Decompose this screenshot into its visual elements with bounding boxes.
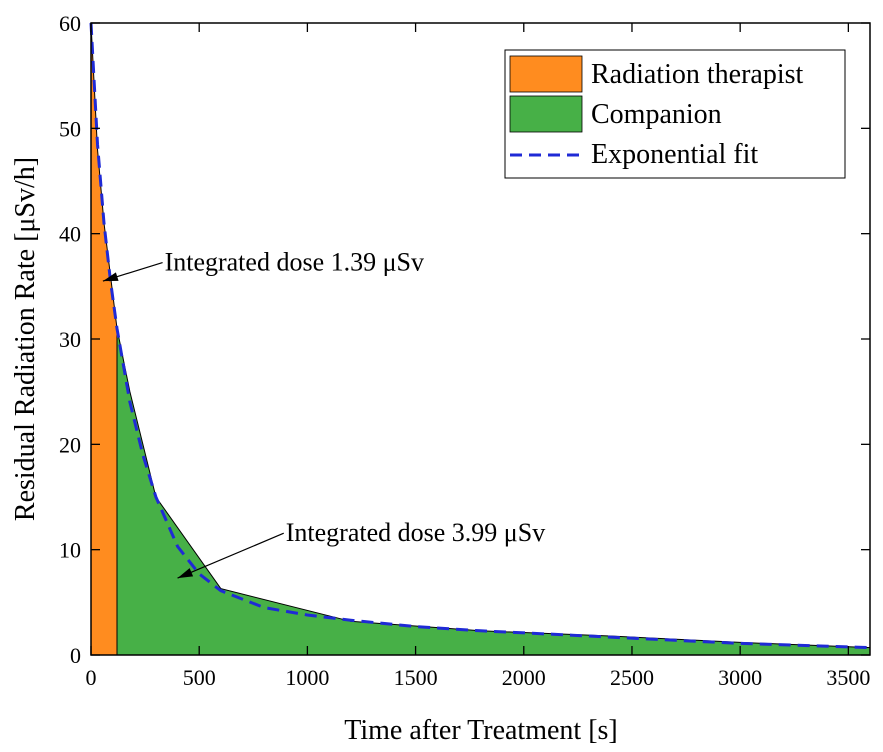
x-tick-label: 500 [183,665,216,690]
y-tick-label: 10 [59,538,81,563]
y-tick-label: 60 [59,11,81,36]
x-tick-label: 3000 [718,665,762,690]
legend: Radiation therapist Companion Exponentia… [504,49,846,179]
axis-ticks: 0 500 1000 1500 2000 2500 3000 3500 0 10 20 30 40 50 6… [59,11,870,690]
x-tick-label: 0 [86,665,97,690]
x-tick-label: 2000 [502,665,546,690]
series-area-companion [116,328,871,656]
x-axis-title: Time after Treatment [s] [344,715,618,746]
legend-swatch-companion [509,95,583,133]
legend-label-radiation-therapist: Radiation therapist [591,59,804,90]
y-tick-label: 0 [70,643,81,668]
legend-swatch-radiation-therapist [509,55,583,93]
legend-label-companion: Companion [591,99,722,130]
annotation-arrow-line [177,532,284,579]
x-tick-label: 3500 [826,665,870,690]
annotation-text: Integrated dose 3.99 μSv [286,518,545,547]
x-tick-label: 1000 [285,665,329,690]
annotations: Integrated dose 1.39 μSv Integrated dose … [102,248,545,579]
y-tick-label: 30 [59,327,81,352]
y-tick-label: 20 [59,432,81,457]
y-tick-label: 50 [59,116,81,141]
x-tick-label: 2500 [610,665,654,690]
y-axis-title: Residual Radiation Rate [μSv/h] [10,157,41,521]
annotation-arrowhead [102,272,119,282]
legend-label-exponential-fit: Exponential fit [591,139,758,170]
x-tick-label: 1500 [394,665,438,690]
y-tick-label: 40 [59,222,81,247]
annotation-text: Integrated dose 1.39 μSv [165,248,424,277]
annotation-arrowhead [177,568,194,579]
series-line-exponential-fit [89,22,871,650]
